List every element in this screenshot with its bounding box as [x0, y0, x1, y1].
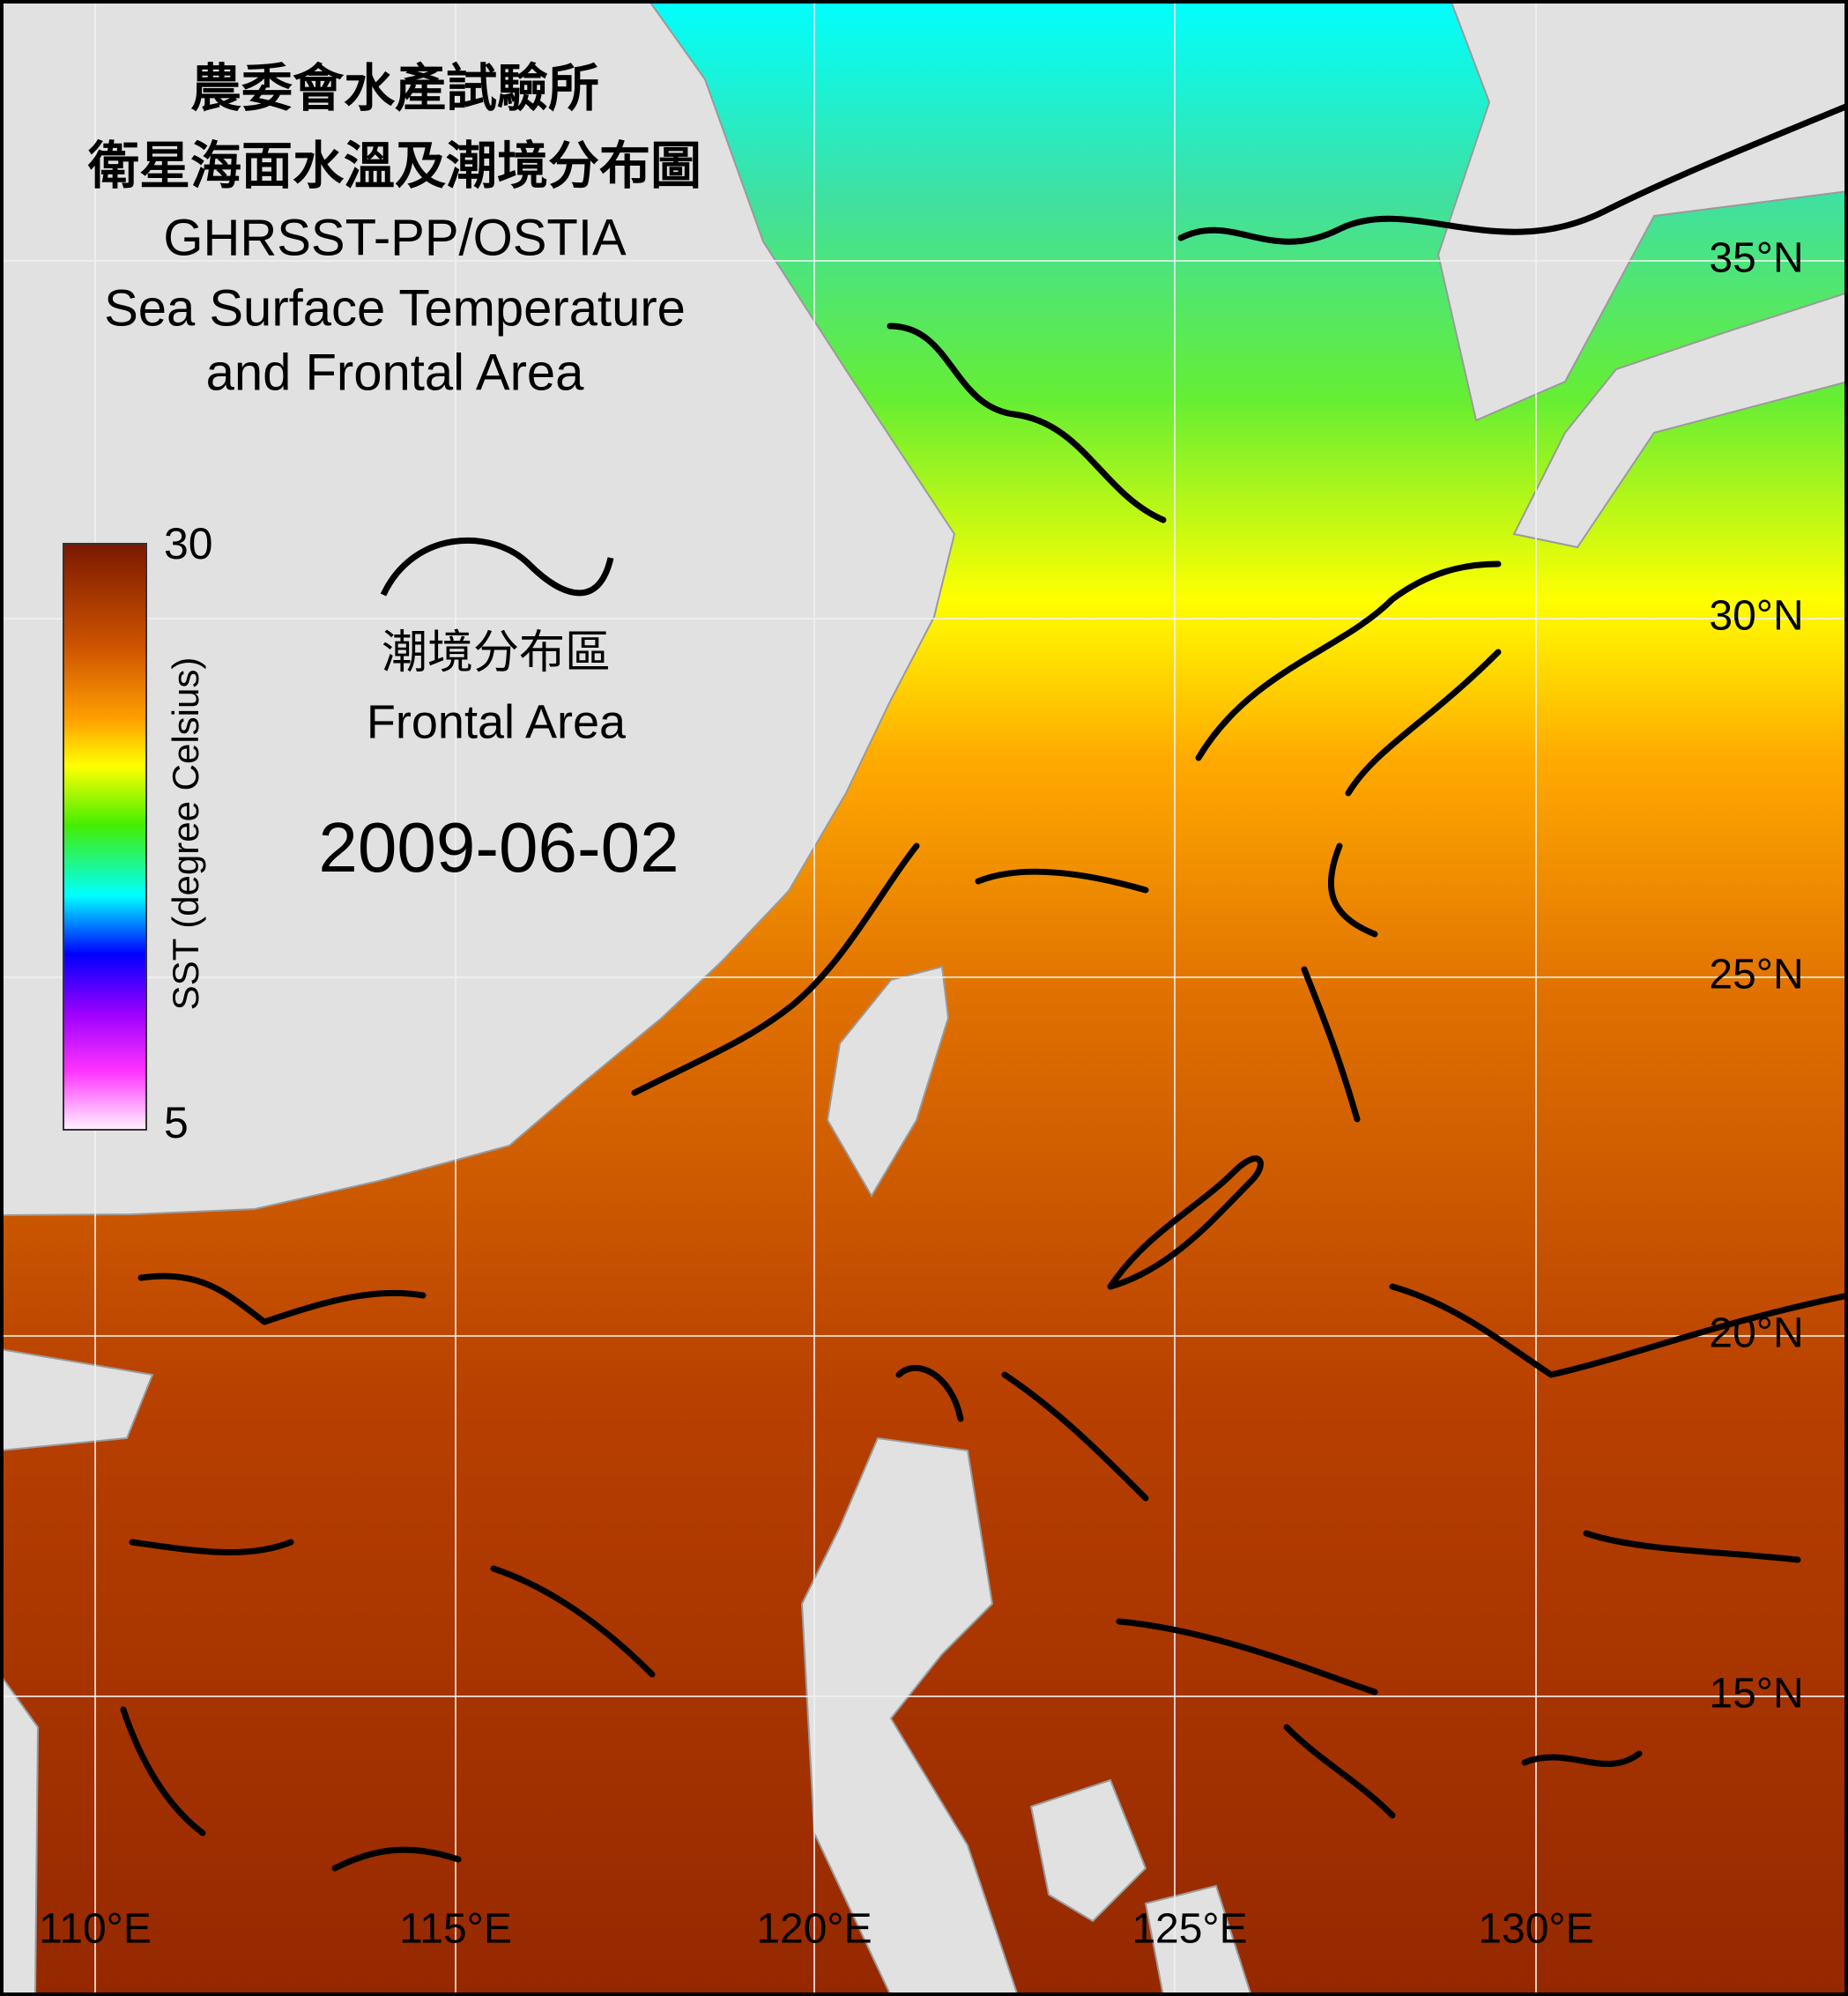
- colorbar-max: 30: [164, 519, 213, 568]
- longitude-label: 115°E: [399, 1906, 512, 1953]
- frontal-lines: [120, 102, 1848, 1872]
- legend-label-zh: 潮境分布區: [382, 627, 611, 679]
- colorbar: [63, 543, 147, 1131]
- colorbar-label: SST (degree Celsius): [165, 657, 206, 1011]
- legend-symbol: [380, 537, 614, 597]
- latitude-label: 35°N: [1709, 235, 1803, 282]
- longitude-label: 110°E: [39, 1906, 152, 1953]
- latitude-label: 15°N: [1709, 1671, 1803, 1718]
- longitude-label: 130°E: [1478, 1906, 1593, 1953]
- date: 2009-06-02: [318, 808, 679, 887]
- longitude-label: 120°E: [756, 1906, 872, 1953]
- latitude-label: 30°N: [1709, 593, 1803, 640]
- latitude-label: 25°N: [1709, 952, 1803, 998]
- latitude-label: 20°N: [1709, 1310, 1803, 1357]
- axis-labels: 110°E 115°E 120°E 125°E 130°E 35°N 30°N …: [39, 235, 1803, 1953]
- title-zh: 農委會水產試驗所: [190, 58, 599, 118]
- longitude-label: 125°E: [1132, 1906, 1247, 1953]
- title-en: and Frontal Area: [206, 344, 585, 401]
- title-en: Sea Surface Temperature: [104, 279, 686, 337]
- legend-label-en: Frontal Area: [367, 695, 627, 748]
- colorbar-min: 5: [164, 1098, 189, 1147]
- legend-panel: 農委會水產試驗所 衛星海面水溫及潮境分布圖 GHRSST-PP/OSTIA Se…: [63, 58, 701, 1147]
- title-zh: 衛星海面水溫及潮境分布圖: [87, 136, 701, 196]
- title-en: GHRSST-PP/OSTIA: [163, 209, 627, 266]
